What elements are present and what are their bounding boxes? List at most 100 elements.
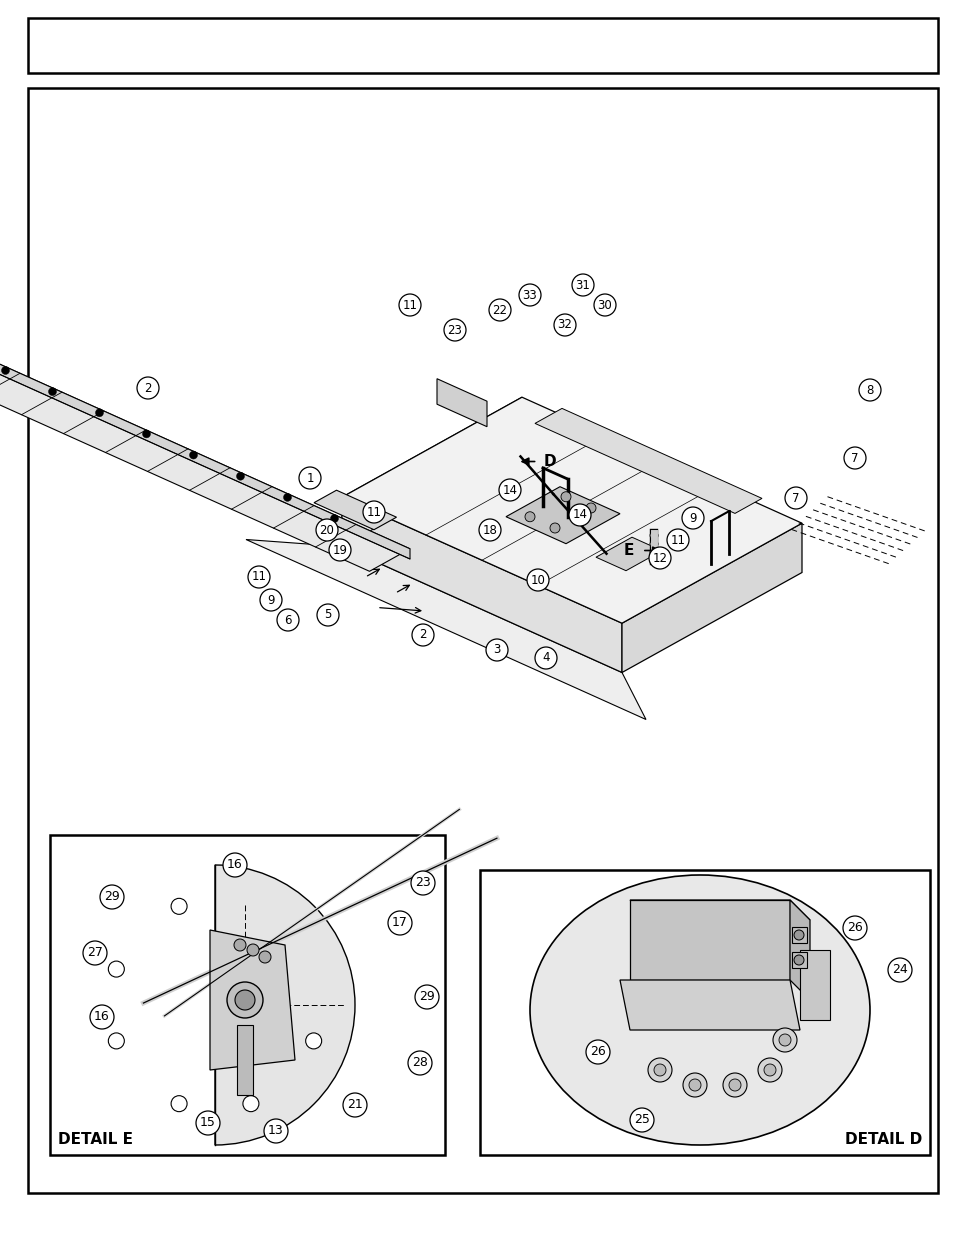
Text: 14: 14 <box>502 483 517 496</box>
Text: 31: 31 <box>575 279 590 291</box>
Circle shape <box>688 1079 700 1091</box>
Text: 7: 7 <box>850 452 858 464</box>
Circle shape <box>887 958 911 982</box>
Circle shape <box>524 511 535 521</box>
Ellipse shape <box>530 876 869 1145</box>
Circle shape <box>305 1032 321 1049</box>
Circle shape <box>276 609 298 631</box>
Bar <box>479 869 929 1155</box>
Circle shape <box>649 531 658 540</box>
Circle shape <box>233 939 246 951</box>
Text: 15: 15 <box>200 1116 215 1130</box>
Circle shape <box>585 503 596 513</box>
Circle shape <box>682 1073 706 1097</box>
Polygon shape <box>629 900 809 920</box>
Text: 27: 27 <box>87 946 103 960</box>
Text: 21: 21 <box>347 1098 362 1112</box>
Circle shape <box>560 492 571 501</box>
Circle shape <box>649 557 658 564</box>
Text: 24: 24 <box>891 963 907 977</box>
Circle shape <box>171 898 187 914</box>
Circle shape <box>858 379 880 401</box>
Text: 11: 11 <box>366 505 381 519</box>
Circle shape <box>526 569 548 592</box>
Polygon shape <box>596 537 661 571</box>
Polygon shape <box>789 900 809 1000</box>
Text: 16: 16 <box>94 1010 110 1024</box>
Circle shape <box>763 1065 775 1076</box>
Bar <box>791 927 806 944</box>
Text: 26: 26 <box>846 921 862 935</box>
Polygon shape <box>0 359 410 559</box>
Circle shape <box>842 916 866 940</box>
Text: 13: 13 <box>268 1125 284 1137</box>
Circle shape <box>554 314 576 336</box>
Circle shape <box>223 853 247 877</box>
Text: 10: 10 <box>530 573 545 587</box>
Circle shape <box>666 529 688 551</box>
Circle shape <box>478 519 500 541</box>
Text: 2: 2 <box>144 382 152 394</box>
Polygon shape <box>505 487 619 543</box>
Circle shape <box>298 467 320 489</box>
Circle shape <box>388 911 412 935</box>
Polygon shape <box>246 540 645 720</box>
Circle shape <box>243 1095 258 1112</box>
Polygon shape <box>341 398 521 547</box>
Circle shape <box>411 871 435 895</box>
Circle shape <box>283 493 292 501</box>
Circle shape <box>83 941 107 965</box>
Polygon shape <box>629 900 789 981</box>
Circle shape <box>568 504 590 526</box>
Circle shape <box>629 1108 654 1132</box>
Circle shape <box>247 944 258 956</box>
Circle shape <box>594 294 616 316</box>
Circle shape <box>647 1058 671 1082</box>
Text: 12: 12 <box>652 552 667 564</box>
Circle shape <box>793 930 803 940</box>
Bar <box>28 88 937 1193</box>
Circle shape <box>415 986 438 1009</box>
Circle shape <box>649 548 658 557</box>
Text: 11: 11 <box>252 571 266 583</box>
Circle shape <box>329 538 351 561</box>
Circle shape <box>227 982 263 1018</box>
Text: 30: 30 <box>597 299 612 311</box>
Text: 9: 9 <box>688 511 696 525</box>
Text: 2: 2 <box>418 629 426 641</box>
Text: 22: 22 <box>492 304 507 316</box>
Polygon shape <box>619 981 800 1030</box>
Circle shape <box>758 1058 781 1082</box>
Circle shape <box>654 1065 665 1076</box>
Text: 5: 5 <box>324 609 332 621</box>
Text: 6: 6 <box>284 614 292 626</box>
Text: 20: 20 <box>319 524 335 536</box>
Circle shape <box>49 388 56 395</box>
Circle shape <box>95 409 103 416</box>
Circle shape <box>190 451 197 459</box>
Text: 1: 1 <box>306 472 314 484</box>
Text: DETAIL E: DETAIL E <box>58 1132 132 1147</box>
Polygon shape <box>314 490 396 530</box>
Circle shape <box>236 472 244 480</box>
Bar <box>236 1025 253 1095</box>
Circle shape <box>234 990 254 1010</box>
Circle shape <box>248 566 270 588</box>
Text: 19: 19 <box>333 543 347 557</box>
Circle shape <box>90 1005 113 1029</box>
Circle shape <box>195 1112 220 1135</box>
Text: 25: 25 <box>634 1114 649 1126</box>
Circle shape <box>443 319 465 341</box>
Circle shape <box>728 1079 740 1091</box>
Circle shape <box>412 624 434 646</box>
Circle shape <box>171 1095 187 1112</box>
Text: E: E <box>623 543 634 558</box>
Circle shape <box>648 547 670 569</box>
Text: 11: 11 <box>670 534 685 547</box>
Text: 23: 23 <box>415 877 431 889</box>
Text: 3: 3 <box>493 643 500 657</box>
Bar <box>50 835 444 1155</box>
Circle shape <box>535 647 557 669</box>
Circle shape <box>585 1040 609 1065</box>
Polygon shape <box>436 379 486 427</box>
